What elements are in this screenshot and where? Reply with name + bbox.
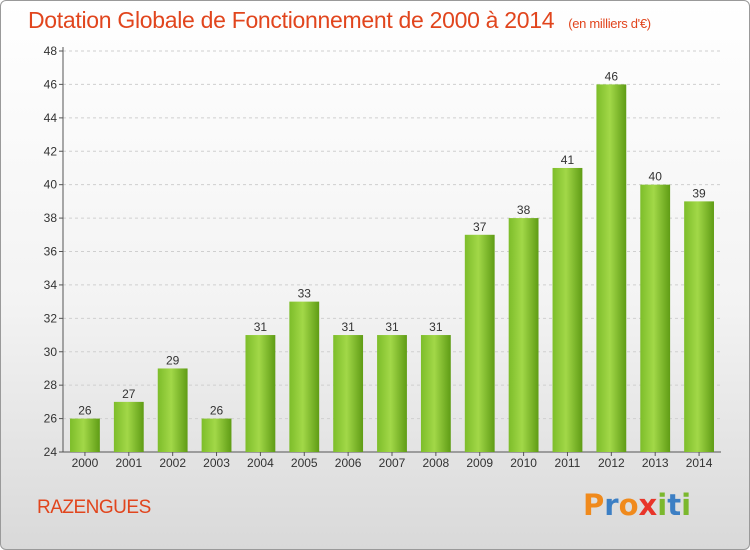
bar-value-label: 31 xyxy=(341,320,355,334)
logo-letter: t xyxy=(667,488,682,522)
bar-value-label: 46 xyxy=(605,69,619,83)
bar-value-label: 31 xyxy=(385,320,399,334)
bar-layer: 26 27 29 26 31 33 31 31 31 37 38 41 46 40 39 xyxy=(70,69,714,453)
x-tick-label: 2010 xyxy=(510,456,537,470)
bar-2013 xyxy=(640,184,671,452)
commune-name: RAZENGUES xyxy=(37,497,151,518)
y-tick-label: 40 xyxy=(44,178,58,192)
y-tick-label: 38 xyxy=(44,211,58,225)
x-tick-label: 2007 xyxy=(379,456,406,470)
bar-2007 xyxy=(377,335,407,452)
x-tick-label: 2003 xyxy=(203,456,230,470)
logo-letter: r xyxy=(604,488,619,522)
y-tick-label: 48 xyxy=(44,44,58,58)
y-tick-label: 34 xyxy=(44,278,58,292)
bar-2012 xyxy=(596,84,627,453)
bar-2001 xyxy=(113,401,144,452)
logo-letter: i xyxy=(657,488,668,522)
y-tick-label: 26 xyxy=(44,412,58,426)
bar-value-label: 38 xyxy=(517,203,531,217)
chart-title-text: Dotation Globale de Fonctionnement de 20… xyxy=(28,7,555,33)
bar-value-label: 26 xyxy=(78,404,92,418)
bar-2002 xyxy=(157,368,188,452)
x-tick-label: 2014 xyxy=(686,456,713,470)
bar-2005 xyxy=(289,301,320,452)
logo-letter: o xyxy=(618,488,639,522)
bar-2006 xyxy=(333,335,364,452)
bar-value-label: 40 xyxy=(649,170,663,184)
bar-value-label: 26 xyxy=(210,404,224,418)
bar-value-label: 29 xyxy=(166,353,180,367)
bar-2010 xyxy=(508,218,539,452)
bar-2003 xyxy=(201,418,232,452)
x-tick-label: 2011 xyxy=(555,456,581,470)
x-tick-label: 2004 xyxy=(247,456,274,470)
x-tick-label: 2008 xyxy=(423,456,450,470)
y-tick-label: 24 xyxy=(44,445,58,459)
bar-2008 xyxy=(420,335,451,452)
y-tick-label: 30 xyxy=(44,345,58,359)
bar-2014 xyxy=(684,201,714,452)
y-tick-label: 46 xyxy=(44,77,58,91)
x-tick-label: 2002 xyxy=(159,456,186,470)
chart-title: Dotation Globale de Fonctionnement de 20… xyxy=(28,7,651,34)
y-tick-label: 36 xyxy=(44,245,58,259)
bar-value-label: 31 xyxy=(254,320,268,334)
chart-subtitle: (en milliers d'€) xyxy=(568,16,651,31)
y-tick-label: 42 xyxy=(44,144,58,158)
bar-2009 xyxy=(464,234,495,452)
bar-value-label: 41 xyxy=(561,153,575,167)
bar-value-label: 39 xyxy=(692,186,706,200)
y-tick-label: 28 xyxy=(44,378,58,392)
x-tick-label: 2005 xyxy=(291,456,318,470)
x-tick-label: 2009 xyxy=(466,456,493,470)
bar-value-label: 37 xyxy=(473,220,487,234)
x-tick-label: 2012 xyxy=(598,456,625,470)
logo-letter: x xyxy=(638,488,658,522)
logo-letter: i xyxy=(681,488,692,522)
x-tick-label: 2006 xyxy=(335,456,362,470)
bar-value-label: 31 xyxy=(429,320,443,334)
bar-value-label: 27 xyxy=(122,387,136,401)
y-tick-label: 32 xyxy=(44,311,58,325)
logo-letter: P xyxy=(583,488,605,522)
x-tick-label: 2013 xyxy=(642,456,669,470)
bar-2000 xyxy=(70,418,100,452)
proxiti-logo[interactable]: Proxiti xyxy=(583,488,691,522)
x-tick-label: 2000 xyxy=(72,456,99,470)
bar-2011 xyxy=(552,167,583,453)
bar-value-label: 33 xyxy=(298,287,312,301)
bar-2004 xyxy=(245,335,276,452)
y-tick-label: 44 xyxy=(44,111,58,125)
x-tick-label: 2001 xyxy=(115,456,142,470)
